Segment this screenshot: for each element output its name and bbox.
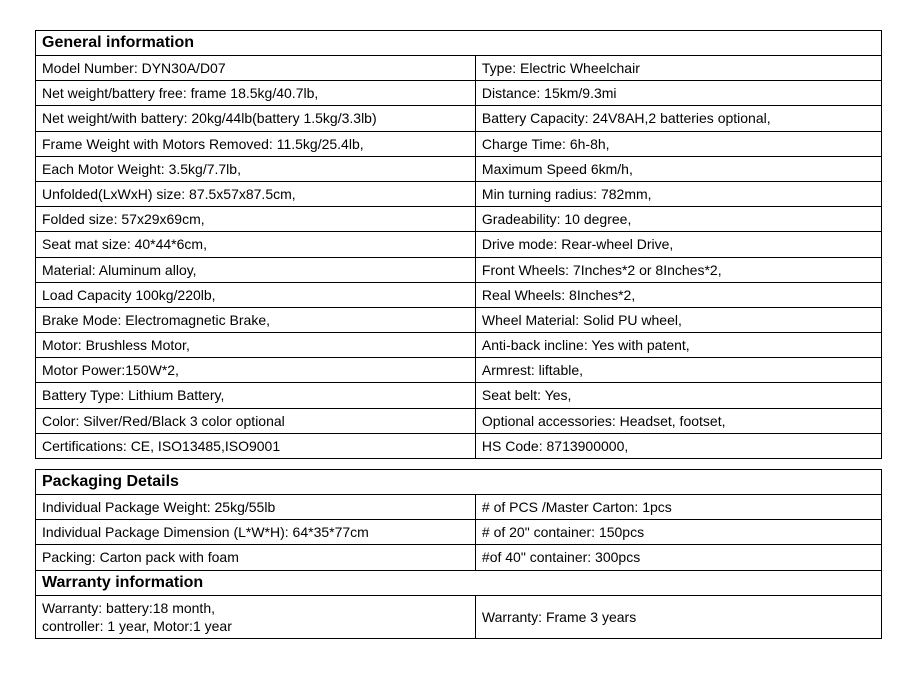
cell-right: Armrest: liftable,: [475, 358, 881, 383]
general-info-table: General information Model Number: DYN30A…: [35, 30, 882, 459]
cell-right: Gradeability: 10 degree,: [475, 207, 881, 232]
packaging-warranty-table: Packaging Details Individual Package Wei…: [35, 469, 882, 639]
cell-left: Net weight/battery free: frame 18.5kg/40…: [36, 81, 476, 106]
packaging-heading: Packaging Details: [36, 470, 882, 495]
table-row: Seat mat size: 40*44*6cm,Drive mode: Rea…: [36, 232, 882, 257]
cell-left: Battery Type: Lithium Battery,: [36, 383, 476, 408]
table-row: Battery Type: Lithium Battery,Seat belt:…: [36, 383, 882, 408]
cell-right: Distance: 15km/9.3mi: [475, 81, 881, 106]
cell-right: Real Wheels: 8Inches*2,: [475, 282, 881, 307]
cell-right: Type: Electric Wheelchair: [475, 56, 881, 81]
cell-left: Folded size: 57x29x69cm,: [36, 207, 476, 232]
cell-right: Maximum Speed 6km/h,: [475, 156, 881, 181]
table-row: Motor: Brushless Motor,Anti-back incline…: [36, 333, 882, 358]
table-row: Load Capacity 100kg/220lb,Real Wheels: 8…: [36, 282, 882, 307]
cell-right: HS Code: 8713900000,: [475, 433, 881, 458]
cell-right: Charge Time: 6h-8h,: [475, 131, 881, 156]
cell-right: Min turning radius: 782mm,: [475, 181, 881, 206]
table-row: Motor Power:150W*2,Armrest: liftable,: [36, 358, 882, 383]
cell-left: Unfolded(LxWxH) size: 87.5x57x87.5cm,: [36, 181, 476, 206]
cell-left: Color: Silver/Red/Black 3 color optional: [36, 408, 476, 433]
table-row: Color: Silver/Red/Black 3 color optional…: [36, 408, 882, 433]
table-row: Certifications: CE, ISO13485,ISO9001HS C…: [36, 433, 882, 458]
cell-left: Net weight/with battery: 20kg/44lb(batte…: [36, 106, 476, 131]
cell-left: Material: Aluminum alloy,: [36, 257, 476, 282]
cell-right: Seat belt: Yes,: [475, 383, 881, 408]
cell-left: Individual Package Dimension (L*W*H): 64…: [36, 520, 476, 545]
table-row: Material: Aluminum alloy,Front Wheels: 7…: [36, 257, 882, 282]
table-row: Frame Weight with Motors Removed: 11.5kg…: [36, 131, 882, 156]
table-row: Individual Package Dimension (L*W*H): 64…: [36, 520, 882, 545]
cell-right: Wheel Material: Solid PU wheel,: [475, 307, 881, 332]
cell-left: Each Motor Weight: 3.5kg/7.7lb,: [36, 156, 476, 181]
cell-left: Packing: Carton pack with foam: [36, 545, 476, 570]
table-row: Packing: Carton pack with foam#of 40" co…: [36, 545, 882, 570]
cell-left: Frame Weight with Motors Removed: 11.5kg…: [36, 131, 476, 156]
warranty-heading: Warranty information: [36, 570, 882, 595]
table-row: Brake Mode: Electromagnetic Brake,Wheel …: [36, 307, 882, 332]
cell-left: Motor: Brushless Motor,: [36, 333, 476, 358]
cell-left: Seat mat size: 40*44*6cm,: [36, 232, 476, 257]
cell-right: #of 40" container: 300pcs: [475, 545, 881, 570]
warranty-right-cell: Warranty: Frame 3 years: [475, 595, 881, 638]
table-row: Net weight/battery free: frame 18.5kg/40…: [36, 81, 882, 106]
cell-left: Load Capacity 100kg/220lb,: [36, 282, 476, 307]
cell-left: Certifications: CE, ISO13485,ISO9001: [36, 433, 476, 458]
table-row: Unfolded(LxWxH) size: 87.5x57x87.5cm,Min…: [36, 181, 882, 206]
cell-right: Optional accessories: Headset, footset,: [475, 408, 881, 433]
cell-left: Brake Mode: Electromagnetic Brake,: [36, 307, 476, 332]
table-row: Individual Package Weight: 25kg/55lb# of…: [36, 495, 882, 520]
table-row: Folded size: 57x29x69cm,Gradeability: 10…: [36, 207, 882, 232]
cell-left: Motor Power:150W*2,: [36, 358, 476, 383]
cell-left: Model Number: DYN30A/D07: [36, 56, 476, 81]
cell-left: Individual Package Weight: 25kg/55lb: [36, 495, 476, 520]
cell-right: # of 20" container: 150pcs: [475, 520, 881, 545]
table-row: Model Number: DYN30A/D07Type: Electric W…: [36, 56, 882, 81]
cell-right: # of PCS /Master Carton: 1pcs: [475, 495, 881, 520]
table-row: Net weight/with battery: 20kg/44lb(batte…: [36, 106, 882, 131]
cell-right: Battery Capacity: 24V8AH,2 batteries opt…: [475, 106, 881, 131]
cell-right: Front Wheels: 7Inches*2 or 8Inches*2,: [475, 257, 881, 282]
warranty-left-cell: Warranty: battery:18 month, controller: …: [36, 595, 476, 638]
cell-right: Drive mode: Rear-wheel Drive,: [475, 232, 881, 257]
table-row: Each Motor Weight: 3.5kg/7.7lb,Maximum S…: [36, 156, 882, 181]
cell-right: Anti-back incline: Yes with patent,: [475, 333, 881, 358]
general-heading: General information: [36, 31, 882, 56]
